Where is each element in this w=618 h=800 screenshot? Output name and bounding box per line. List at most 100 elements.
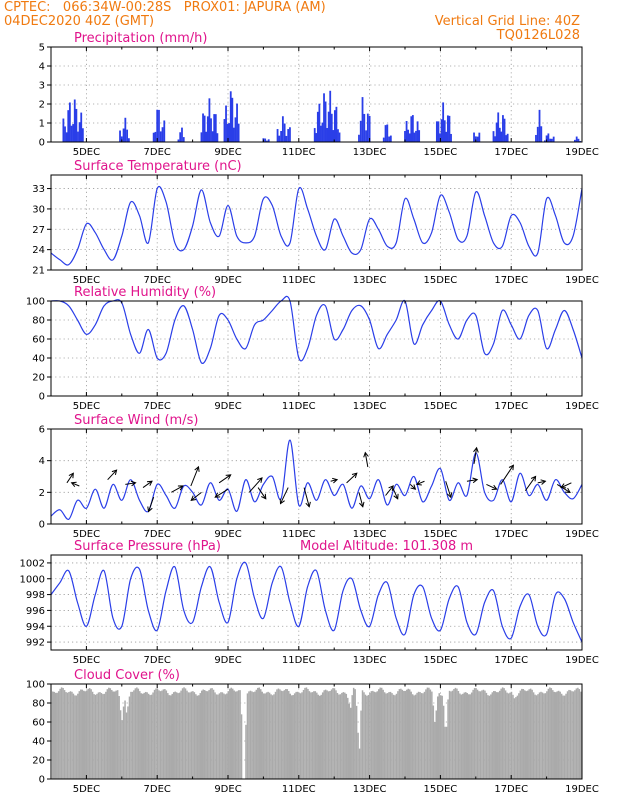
cloud-bar xyxy=(552,690,554,779)
cloud-bar xyxy=(289,693,291,779)
cloud-bar xyxy=(370,691,373,779)
cloud-bar xyxy=(428,687,430,779)
cloud-bar xyxy=(442,705,445,779)
cloud-bar xyxy=(246,693,249,779)
cloud-bar xyxy=(147,693,150,779)
cloud-bar xyxy=(103,693,106,779)
cloud-bar xyxy=(66,692,69,779)
panel-4: Surface Wind (m/s) 0 2 4 6 5DEC 7DEC 9DEC 11DEC 1… xyxy=(39,413,599,540)
cloud-bar xyxy=(557,690,560,779)
cloud-bar xyxy=(288,691,290,779)
y-tick-label: 21 xyxy=(32,266,45,277)
y-tick-label: 1002 xyxy=(20,558,45,569)
precip-bar xyxy=(214,114,217,142)
precip-bar xyxy=(182,137,185,142)
cloud-bar xyxy=(479,691,482,779)
cloud-bar xyxy=(512,694,514,779)
precip-bar xyxy=(226,123,229,142)
cloud-bar xyxy=(215,694,218,779)
cloud-bar xyxy=(125,712,128,779)
precip-bar xyxy=(495,122,498,142)
wind-vector xyxy=(214,488,229,498)
precip-bar xyxy=(505,135,507,142)
cloud-bar xyxy=(280,690,283,779)
cloud-bar xyxy=(419,692,421,779)
cloud-bar xyxy=(184,688,187,779)
precip-bar xyxy=(536,126,539,142)
x-tick-label: 17DEC xyxy=(494,529,528,540)
cloud-bar xyxy=(408,689,411,779)
cloud-bar xyxy=(234,691,237,779)
precip-bar xyxy=(442,102,445,142)
cloud-bar xyxy=(407,688,409,779)
x-tick-label: 19DEC xyxy=(565,275,599,286)
cloud-bar xyxy=(497,692,499,779)
cloud-bar xyxy=(447,699,449,779)
precip-bar xyxy=(408,133,411,142)
precip-bar xyxy=(366,113,369,142)
cloud-bar xyxy=(404,690,407,779)
precip-bar xyxy=(154,131,157,142)
precip-bar xyxy=(206,116,209,142)
precip-bar xyxy=(503,118,506,142)
cloud-bar xyxy=(532,692,535,779)
cloud-bar xyxy=(572,691,575,779)
precip-bar xyxy=(80,112,83,142)
cloud-bar xyxy=(364,694,367,779)
cloud-bar xyxy=(450,691,452,779)
cloud-bar xyxy=(501,687,504,779)
x-tick-label: 15DEC xyxy=(424,529,458,540)
wind-vector-head xyxy=(415,480,422,486)
cloud-bar xyxy=(498,690,501,779)
cloud-bar xyxy=(307,688,309,779)
cloud-bar xyxy=(566,691,569,779)
precip-bar xyxy=(200,132,203,142)
cloud-bar xyxy=(391,693,393,779)
series-line xyxy=(50,561,583,643)
cloud-bar xyxy=(198,695,200,779)
wind-vector xyxy=(148,496,155,512)
precip-bar xyxy=(324,101,327,142)
x-tick-label: 19DEC xyxy=(565,147,599,158)
precip-bar xyxy=(410,116,413,142)
precip-bar xyxy=(332,130,335,142)
cloud-bar xyxy=(373,691,376,779)
x-tick-label: 9DEC xyxy=(214,784,241,795)
wind-vector xyxy=(218,474,231,484)
cloud-bar xyxy=(347,697,349,779)
cloud-bar xyxy=(60,687,63,779)
wind-vector xyxy=(257,487,267,500)
x-tick-label: 5DEC xyxy=(73,529,100,540)
cloud-bar xyxy=(65,692,67,779)
series-line xyxy=(50,439,583,520)
cloud-bar xyxy=(249,690,252,779)
cloud-bar xyxy=(302,689,305,779)
cloud-bar xyxy=(431,691,433,779)
precip-bar xyxy=(281,116,284,142)
precip-bar xyxy=(316,111,319,142)
precip-bar xyxy=(337,129,339,142)
cloud-bar xyxy=(77,693,79,779)
header-line-1: CPTEC: 066:34W-00:28S PROX01: JAPURA (AM… xyxy=(4,0,326,15)
precip-bar xyxy=(313,128,316,142)
wind-vector xyxy=(500,464,514,485)
cloud-bar xyxy=(366,695,368,779)
cloud-bar xyxy=(283,690,286,779)
cloud-bar xyxy=(524,690,526,779)
precip-bar xyxy=(323,93,325,142)
cloud-bar xyxy=(245,724,247,779)
precip-bar xyxy=(231,97,234,142)
x-tick-label: 11DEC xyxy=(282,655,316,666)
precip-bar xyxy=(359,120,362,142)
x-tick-label: 19DEC xyxy=(565,655,599,666)
precip-bar xyxy=(577,138,580,142)
cloud-bar xyxy=(97,692,100,779)
cloud-bar xyxy=(330,689,333,779)
wind-vector-head xyxy=(491,484,498,490)
cloud-bar xyxy=(342,692,345,779)
precip-bar xyxy=(127,138,130,142)
precip-bar xyxy=(404,131,406,142)
cloud-bar xyxy=(336,692,339,779)
cloud-bar xyxy=(237,690,240,779)
cloud-bar xyxy=(467,694,470,779)
